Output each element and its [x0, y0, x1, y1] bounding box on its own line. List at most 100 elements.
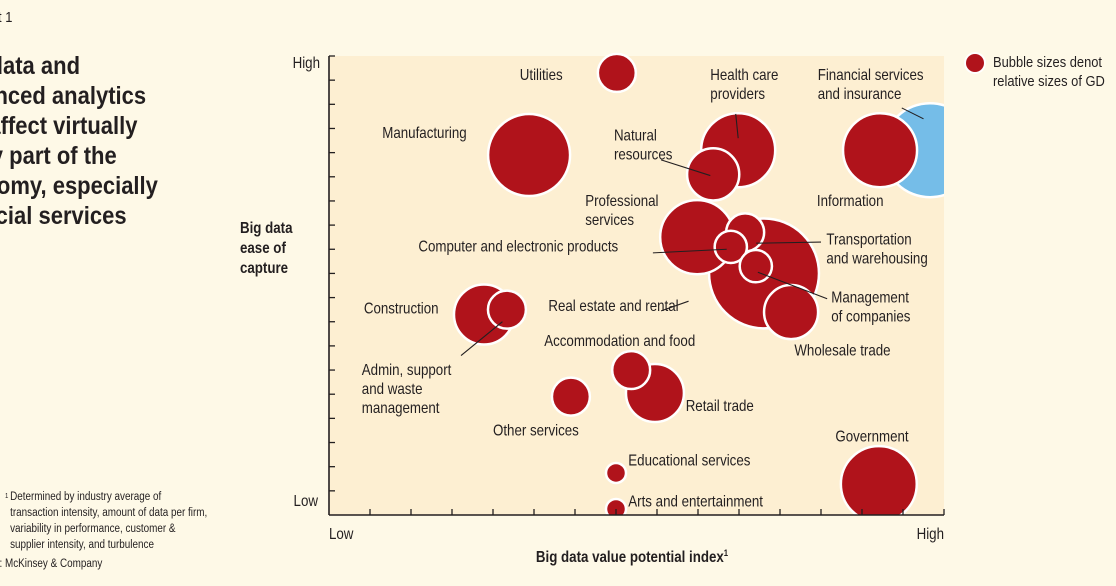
bubble-label-line: Health care	[710, 67, 778, 84]
bubble-label-line: Manufacturing	[382, 125, 466, 142]
bubble-labels: Utilities Manufacturing Health care provide…	[362, 67, 928, 511]
bubble-label-line: Accommodation and food	[544, 333, 695, 350]
y-axis-title: Big data ease of capture	[240, 220, 293, 277]
label-admin-support-and-waste-management: Admin, support and waste management	[362, 362, 452, 417]
leader-line-transportation-and-warehousing	[756, 241, 822, 244]
headline-line: g data and	[0, 52, 81, 80]
bubble-label-line: Natural	[614, 128, 657, 145]
bubble-label-line: Arts and entertainment	[628, 494, 763, 511]
x-axis-title-text: Big data value potential index	[536, 549, 724, 566]
headline-line: ll affect virtually	[0, 112, 138, 140]
axes	[328, 55, 945, 516]
bubble-label-line: providers	[710, 86, 765, 103]
legend-bubble-icon	[966, 54, 984, 72]
bubble-label-line: management	[362, 400, 440, 417]
bubble-label-line: Wholesale trade	[794, 343, 890, 360]
bubble-arts-and-entertainment	[604, 497, 628, 515]
headline-line: ery part of the	[0, 142, 117, 170]
leader-line-natural-resources	[660, 159, 711, 177]
leader-line-real-estate-and-rental	[660, 300, 689, 312]
y-axis-title-line: Big data	[240, 220, 293, 237]
label-retail-trade: Retail trade	[686, 398, 754, 415]
bubble-management-of-companies	[738, 248, 774, 284]
label-computer-and-electronic-products: Computer and electronic products	[418, 239, 618, 256]
bubble-label-line: Financial services	[818, 67, 924, 84]
bubble-label-line: Utilities	[520, 67, 563, 84]
bubble-label-line: Educational services	[628, 453, 750, 470]
y-axis-title-line: ease of	[240, 240, 286, 257]
headline-line: vanced analytics	[0, 82, 147, 110]
y-axis-low-label: Low	[294, 493, 319, 510]
label-accommodation-and-food: Accommodation and food	[544, 333, 695, 350]
label-information: Information	[817, 193, 884, 210]
headline: g data and vanced analytics ll affect vi…	[0, 51, 199, 231]
bubble-label-line: Government	[835, 428, 908, 445]
label-manufacturing: Manufacturing	[382, 125, 466, 142]
label-natural-resources: Natural resources	[614, 128, 672, 164]
bubble-label-line: and insurance	[818, 86, 902, 103]
plot-area	[329, 56, 944, 515]
legend-text-line: relative sizes of GD	[993, 73, 1105, 90]
bubble-label-line: Computer and electronic products	[418, 239, 618, 256]
headline-line: onomy, especially	[0, 172, 158, 200]
label-professional-services: Professional services	[585, 193, 658, 229]
bubble-label-line: Information	[817, 193, 884, 210]
headline-line: ancial services	[0, 202, 127, 230]
bubble-label-line: Construction	[364, 300, 439, 317]
label-utilities: Utilities	[520, 67, 563, 84]
legend-text-line: Bubble sizes denot	[993, 54, 1103, 71]
bubble-wholesale-trade	[762, 283, 820, 341]
legend-text: Bubble sizes denot relative sizes of GD	[993, 53, 1116, 91]
bubble-label-line: and warehousing	[826, 251, 927, 268]
label-other-services: Other services	[493, 423, 579, 440]
leader-line-computer-and-electronic-products	[652, 248, 727, 254]
bubbles-layer	[452, 52, 944, 515]
footnote-text: Determined by industry average of transa…	[10, 491, 208, 551]
y-axis-high-label: High	[293, 55, 320, 72]
leader-line-management-of-companies	[757, 271, 828, 300]
bubble-label-line: Admin, support	[362, 362, 452, 379]
label-real-estate-and-rental: Real estate and rental	[548, 298, 678, 315]
label-educational-services: Educational services	[628, 453, 750, 470]
x-axis-low-label: Low	[329, 526, 354, 543]
bubble-label-line: resources	[614, 147, 672, 164]
leader-line-health-care-providers	[735, 113, 739, 139]
bubble-label-line: and waste	[362, 381, 423, 398]
label-wholesale-trade: Wholesale trade	[794, 343, 890, 360]
bubble-natural-resources	[685, 147, 741, 202]
bubble-accommodation-and-food	[610, 349, 652, 391]
exhibit-label: bit 1	[0, 9, 13, 26]
bubble-label-line: Management	[831, 290, 909, 307]
bubble-label-line: Real estate and rental	[548, 298, 678, 315]
bubble-label-line: Professional	[585, 193, 658, 210]
bubble-educational-services	[604, 461, 628, 485]
x-axis-title-superscript: 1	[724, 547, 729, 558]
label-arts-and-entertainment: Arts and entertainment	[628, 494, 763, 511]
label-management-of-companies: Management of companies	[831, 290, 910, 326]
leader-line-admin-support-and-waste-management	[460, 321, 503, 356]
label-government: Government	[835, 428, 908, 445]
svg-text:Big data value potential index: Big data value potential index1	[536, 547, 729, 566]
footnote-marker: 1	[5, 493, 9, 500]
leader-lines	[460, 107, 924, 356]
label-financial-services-and-insurance: Financial services and insurance	[818, 67, 924, 103]
x-axis-title: Big data value potential index1	[536, 547, 729, 566]
bubble-computer-and-electronic-products	[713, 229, 749, 265]
bubble-other-services	[550, 376, 592, 417]
leader-line-financial-services-and-insurance	[901, 107, 924, 120]
bubble-government	[839, 444, 918, 515]
footnote: 1 Determined by industry average of trans…	[5, 489, 211, 553]
bubble-label-line: services	[585, 212, 634, 229]
bubble-label-line: Other services	[493, 423, 579, 440]
bubble-label-line: Transportation	[826, 232, 911, 249]
bubble-utilities	[596, 52, 638, 94]
bubble-admin-support-and-waste-management	[486, 289, 528, 330]
x-axis-high-label: High	[917, 526, 944, 543]
bubble-manufacturing	[486, 112, 572, 198]
y-axis-title-line: capture	[240, 260, 288, 277]
bubble-label-line: of companies	[831, 309, 910, 326]
bubble-information	[841, 111, 919, 189]
label-construction: Construction	[364, 300, 439, 317]
bubble-label-line: Retail trade	[686, 398, 754, 415]
